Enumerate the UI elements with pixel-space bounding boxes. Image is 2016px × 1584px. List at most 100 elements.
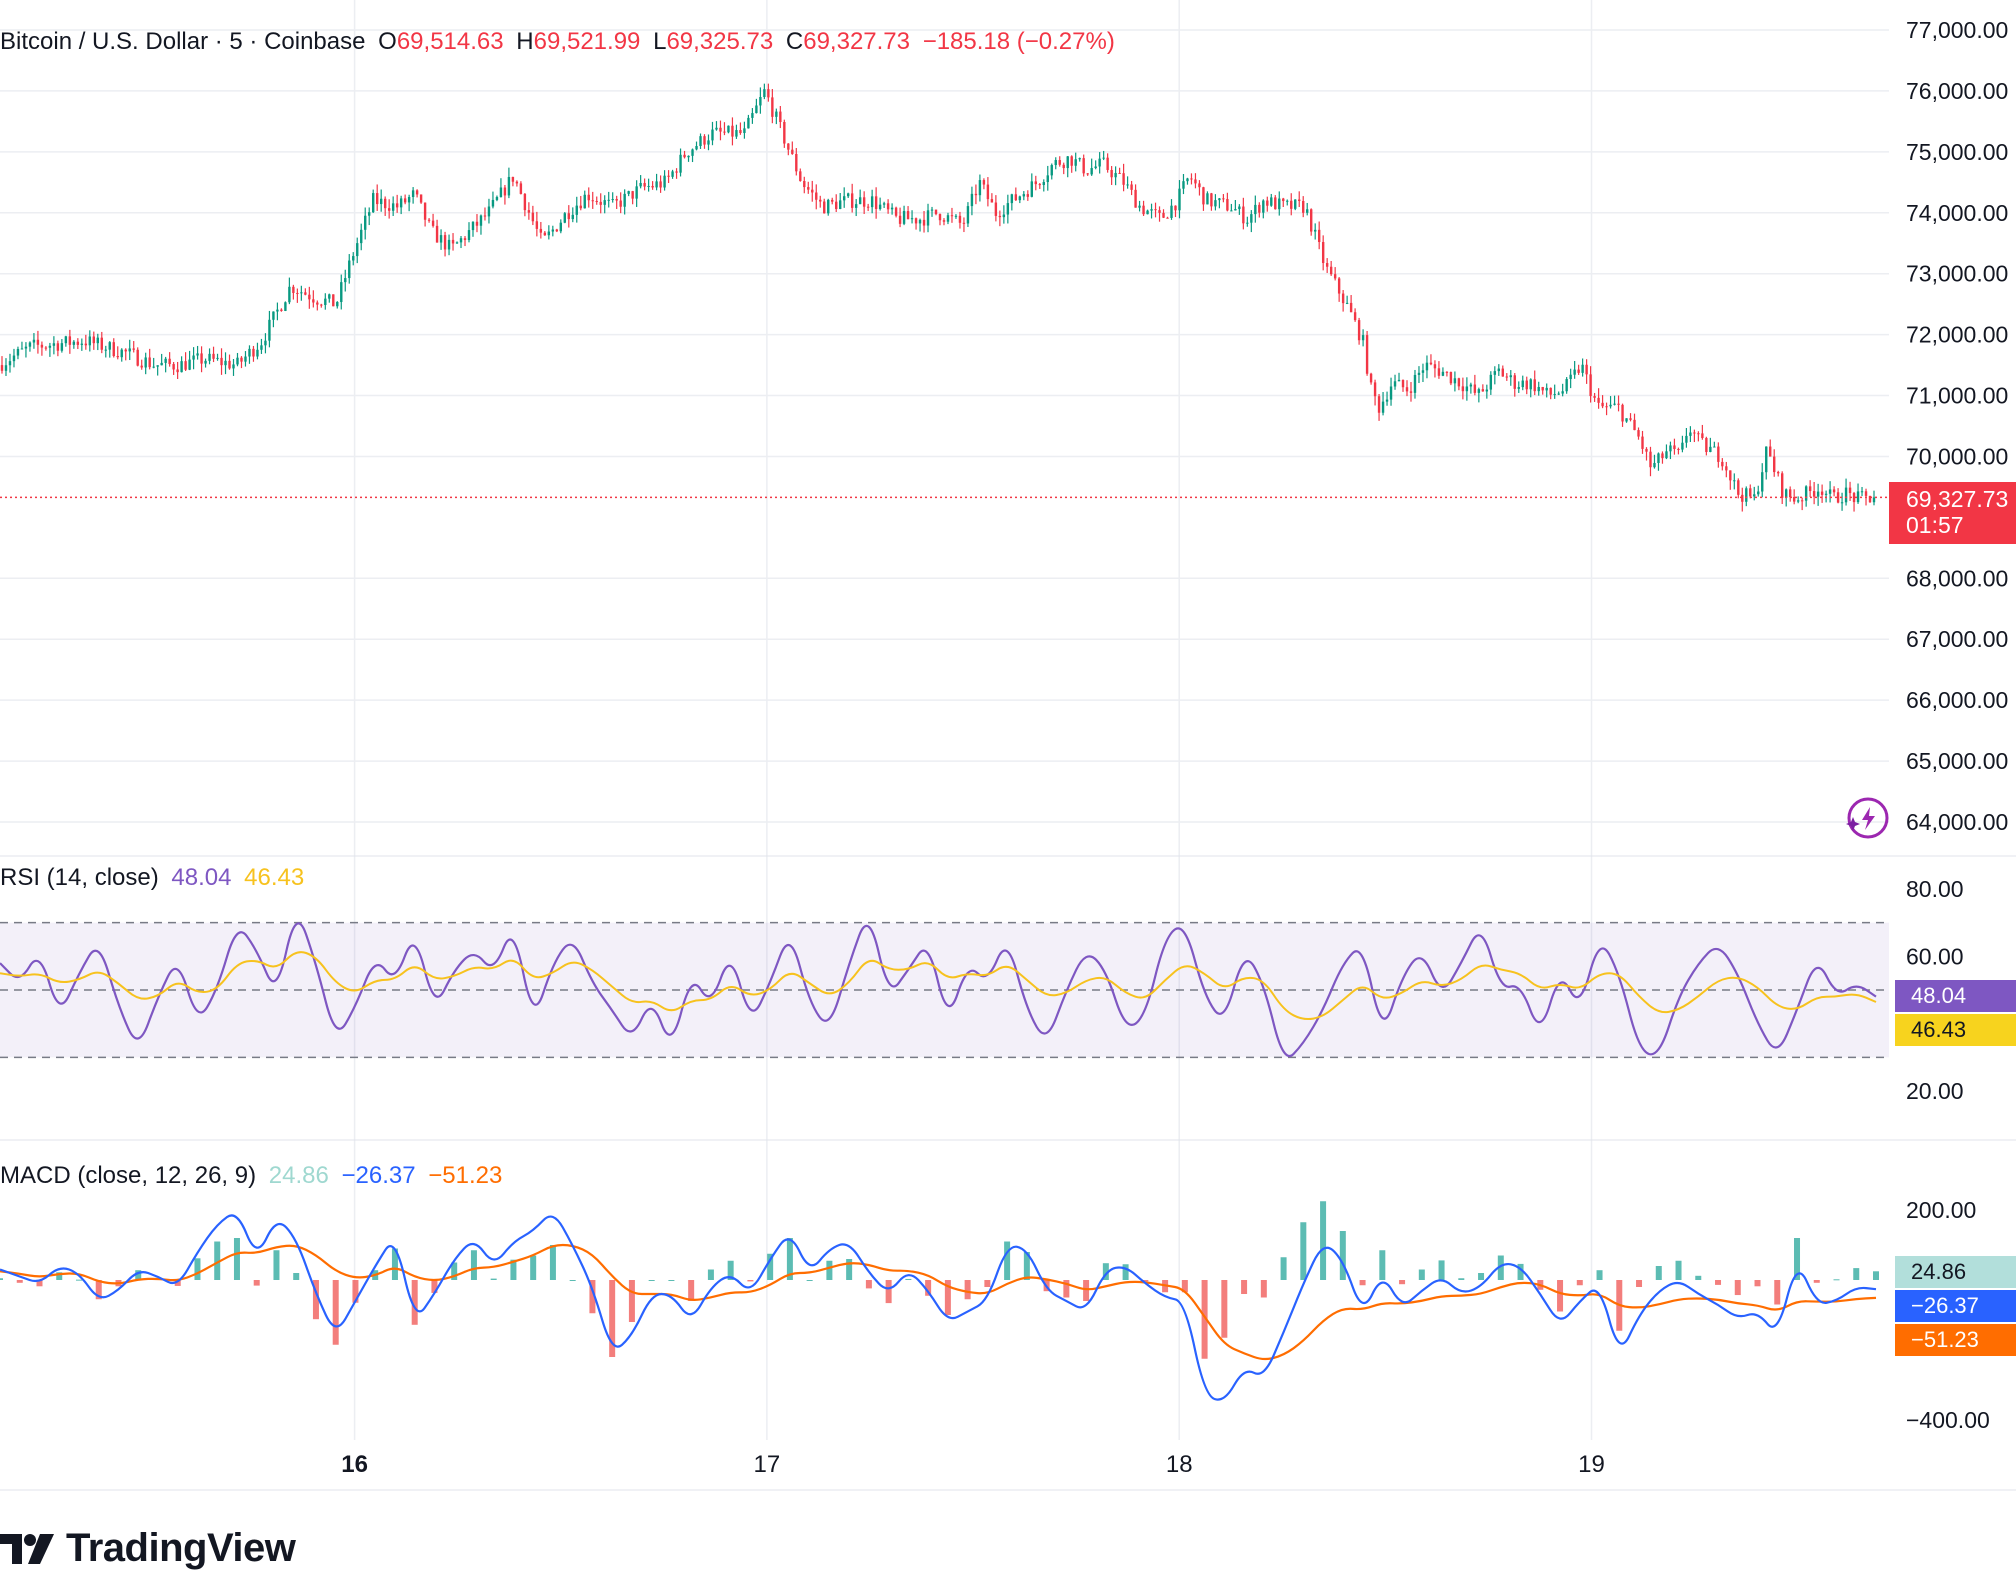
candle-body: [152, 366, 155, 368]
macd-value: −26.37: [341, 1162, 416, 1189]
candle-body: [599, 201, 602, 205]
candle-body: [32, 339, 36, 343]
candle-body: [1345, 302, 1349, 304]
candle-body: [882, 203, 886, 205]
time-axis[interactable]: 16 17 18 19: [341, 1451, 1605, 1478]
candle-body: [116, 356, 119, 358]
candle-body: [555, 229, 559, 232]
candle-body: [962, 222, 966, 224]
macd-histogram-bar: [431, 1280, 438, 1293]
time-tick-label: 18: [1166, 1451, 1193, 1478]
candle-body: [1142, 205, 1145, 215]
macd-histogram-bar: [1083, 1280, 1090, 1301]
macd-histogram-bar: [964, 1280, 971, 1300]
candle-body: [607, 199, 610, 201]
candle-body: [1190, 178, 1193, 180]
candle-body: [1617, 403, 1620, 405]
candle-body: [970, 193, 974, 207]
candle-body: [1150, 209, 1153, 211]
macd-histogram-bar: [1359, 1280, 1366, 1286]
price-tick-label: 64,000.00: [1906, 809, 2008, 835]
candle-body: [1026, 194, 1030, 197]
macd-histogram-bar: [1853, 1268, 1860, 1280]
candle-body: [1250, 214, 1253, 223]
candle-body: [1505, 376, 1508, 378]
macd-histogram-bar: [885, 1280, 892, 1304]
candle-body: [375, 193, 379, 205]
macd-histogram-bar: [1320, 1201, 1327, 1280]
candle-body: [28, 342, 32, 347]
macd-histogram-bar: [1339, 1231, 1346, 1280]
candle-body: [1230, 210, 1233, 212]
candle-body: [1377, 396, 1381, 413]
candle-body: [735, 130, 738, 137]
macd-histogram-bar: [75, 1279, 82, 1281]
rsi-tick-label: 80.00: [1906, 876, 1964, 902]
candle-body: [1836, 492, 1840, 503]
candle-body: [1856, 491, 1860, 503]
candle-body: [846, 193, 850, 197]
candle-body: [1860, 491, 1864, 493]
price-axis[interactable]: 77,000.00 76,000.00 75,000.00 74,000.00 73,0…: [1906, 17, 2008, 1433]
candle-body: [1657, 453, 1660, 464]
symbol-legend[interactable]: Bitcoin / U.S. Dollar · 5 · Coinbase O69…: [0, 28, 1121, 56]
candle-body: [715, 127, 718, 130]
candle-body: [204, 360, 207, 364]
candle-body: [1852, 493, 1856, 503]
candle-body: [1078, 158, 1081, 160]
candle-body: [1629, 418, 1632, 420]
candle-body: [40, 344, 44, 348]
candle-body: [260, 345, 263, 350]
sparkle-icon[interactable]: [1846, 797, 1889, 839]
candle-body: [1573, 369, 1576, 375]
candle-body: [1254, 204, 1257, 215]
macd-histogram-bar: [470, 1250, 477, 1280]
candle-body: [1106, 157, 1109, 170]
tradingview-logo[interactable]: TradingView: [0, 1520, 296, 1576]
candle-body: [1513, 375, 1516, 389]
candle-body: [1154, 209, 1157, 211]
candle-body: [1457, 378, 1461, 387]
candle-body: [611, 199, 614, 201]
candle-body: [1816, 491, 1820, 497]
rsi-pane: [0, 921, 1889, 1059]
candle-body: [910, 218, 914, 220]
candle-body: [36, 339, 40, 345]
candle-body: [751, 113, 754, 118]
high-value: 69,521.99: [533, 28, 641, 55]
candle-body: [1808, 486, 1812, 492]
candle-body: [1473, 384, 1477, 393]
candle-body: [1745, 488, 1748, 502]
candle-body: [80, 343, 84, 345]
candle-body: [862, 197, 866, 207]
rsi-legend[interactable]: RSI (14, close) 48.04 46.43: [0, 864, 310, 892]
macd-histogram-bar: [628, 1280, 635, 1322]
macd-histogram-bar: [1399, 1280, 1406, 1285]
candle-body: [1693, 432, 1696, 434]
candle-body: [579, 205, 582, 209]
macd-legend[interactable]: MACD (close, 12, 26, 9) 24.86 −26.37 −51…: [0, 1162, 508, 1190]
candle-body: [332, 294, 335, 307]
candle-body: [459, 238, 463, 243]
candle-body: [1525, 380, 1528, 390]
candle-body: [795, 153, 798, 172]
candle-body: [411, 190, 415, 198]
candle-body: [1441, 371, 1445, 376]
candle-body: [1397, 379, 1401, 382]
candle-body: [1138, 205, 1141, 208]
candle-body: [1274, 197, 1277, 210]
candle-body: [699, 136, 702, 147]
candle-body: [84, 343, 88, 346]
candle-body: [1262, 200, 1265, 213]
candle-body: [934, 209, 938, 215]
candle-body: [248, 348, 251, 357]
candle-body: [160, 362, 163, 366]
candle-body: [4, 365, 8, 371]
candle-body: [1569, 374, 1572, 380]
candle-body: [858, 197, 862, 205]
candle-body: [372, 193, 375, 213]
candle-body: [340, 282, 343, 303]
candle-body: [1198, 183, 1201, 188]
candle-body: [92, 336, 95, 344]
